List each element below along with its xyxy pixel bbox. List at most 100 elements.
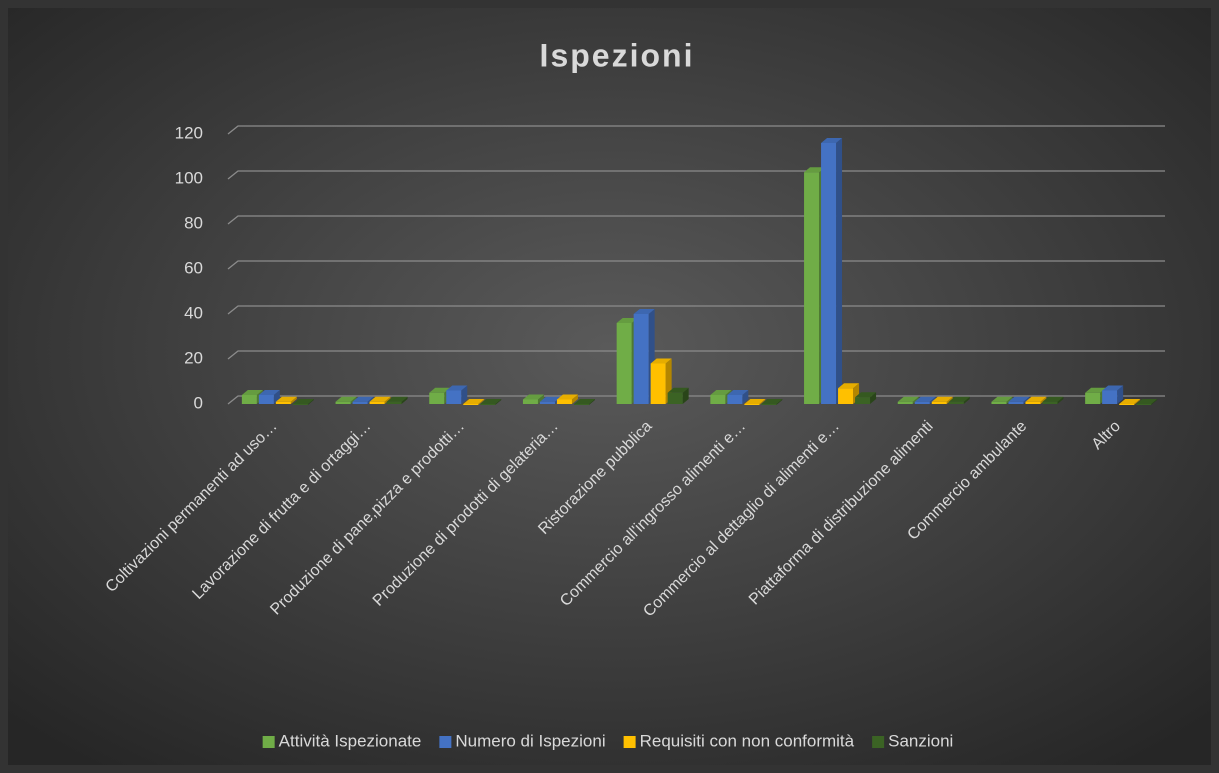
bar-side xyxy=(1006,396,1013,404)
bar-top xyxy=(1119,399,1141,404)
legend-label: Numero di Ispezioni xyxy=(455,731,605,750)
y-tick-label: 120 xyxy=(175,123,203,142)
bar xyxy=(556,399,572,404)
bar xyxy=(429,392,445,404)
bar-side xyxy=(1057,396,1064,404)
bar-side xyxy=(307,399,314,405)
bar-top xyxy=(948,396,970,402)
bar-top xyxy=(429,387,451,393)
bar-side xyxy=(588,399,595,405)
bar-side xyxy=(776,399,783,405)
bar xyxy=(1042,401,1058,404)
bar-side xyxy=(1117,385,1124,404)
bar xyxy=(463,404,479,405)
grid-line xyxy=(227,125,1165,135)
bar-top xyxy=(556,394,578,400)
legend-swatch xyxy=(872,736,885,748)
bar-top xyxy=(991,396,1013,402)
bar-side xyxy=(836,138,843,404)
bar xyxy=(667,392,683,404)
bar xyxy=(539,401,555,404)
bar-top xyxy=(275,396,297,402)
bar xyxy=(1136,404,1152,405)
bar-side xyxy=(384,396,391,404)
bar-top xyxy=(539,396,561,402)
y-tick-label: 60 xyxy=(184,258,203,277)
bar-side xyxy=(350,396,357,404)
bar xyxy=(352,401,368,404)
bar xyxy=(1119,404,1135,405)
bar-top xyxy=(292,399,314,404)
bar xyxy=(804,172,820,404)
legend-swatch xyxy=(262,736,275,748)
bar-top xyxy=(897,396,919,402)
bar xyxy=(931,401,947,404)
bar xyxy=(275,401,291,404)
bar xyxy=(650,363,666,404)
bar-top xyxy=(633,309,655,314)
bar-side xyxy=(273,390,280,404)
bar xyxy=(710,395,726,404)
bar xyxy=(914,401,930,404)
bar-side xyxy=(290,396,297,404)
bar xyxy=(727,395,743,404)
bar-top xyxy=(761,399,783,404)
bar-side xyxy=(1023,396,1030,404)
bar-side xyxy=(963,396,970,404)
bar-top xyxy=(650,358,672,364)
y-tick-label: 100 xyxy=(175,168,203,187)
bar xyxy=(369,401,385,404)
bar-top xyxy=(744,399,766,404)
bar-top xyxy=(386,396,408,402)
legend-label: Requisiti con non conformità xyxy=(640,731,855,750)
bar xyxy=(1102,390,1118,404)
bar-side xyxy=(571,394,578,404)
bar-top xyxy=(616,318,638,323)
bar-top xyxy=(727,390,749,395)
bar xyxy=(1025,401,1041,404)
bar xyxy=(821,143,837,404)
bar xyxy=(386,401,402,404)
bar-side xyxy=(946,396,953,404)
y-tick-label: 40 xyxy=(184,303,203,322)
bar xyxy=(241,395,257,404)
bar xyxy=(446,390,462,404)
bar xyxy=(744,404,760,405)
y-tick-label: 80 xyxy=(184,213,203,232)
legend-swatch xyxy=(623,736,636,748)
bar-top xyxy=(335,396,357,402)
bar-side xyxy=(912,396,919,404)
bar-top xyxy=(1025,396,1047,402)
chart-title: Ispezioni xyxy=(540,37,695,73)
bar-side xyxy=(1134,399,1141,405)
bar-top xyxy=(838,383,860,389)
bar-top xyxy=(667,387,689,393)
bar-top xyxy=(821,138,843,143)
bar-side xyxy=(929,396,936,404)
grid-line xyxy=(227,305,1165,315)
bar-side xyxy=(1151,399,1158,405)
bar-top xyxy=(914,396,936,402)
bar-side xyxy=(537,394,544,404)
grid-line xyxy=(227,215,1165,225)
y-tick-label: 0 xyxy=(194,393,203,412)
bar-side xyxy=(461,385,468,404)
legend-label: Sanzioni xyxy=(888,731,953,750)
bar xyxy=(522,399,538,404)
grid-line xyxy=(227,350,1165,360)
bar-top xyxy=(573,399,595,404)
bar xyxy=(573,404,589,405)
bar xyxy=(1008,401,1024,404)
bar xyxy=(335,401,351,404)
bar xyxy=(616,323,632,404)
bar-top xyxy=(241,390,263,395)
chart-background xyxy=(8,8,1211,765)
bar xyxy=(897,401,913,404)
bar-top xyxy=(463,399,485,404)
grid-line xyxy=(227,170,1165,180)
bar-side xyxy=(401,396,408,404)
bar-side xyxy=(367,396,374,404)
bar xyxy=(948,401,964,404)
bar-top xyxy=(522,394,544,400)
bar xyxy=(480,404,496,405)
